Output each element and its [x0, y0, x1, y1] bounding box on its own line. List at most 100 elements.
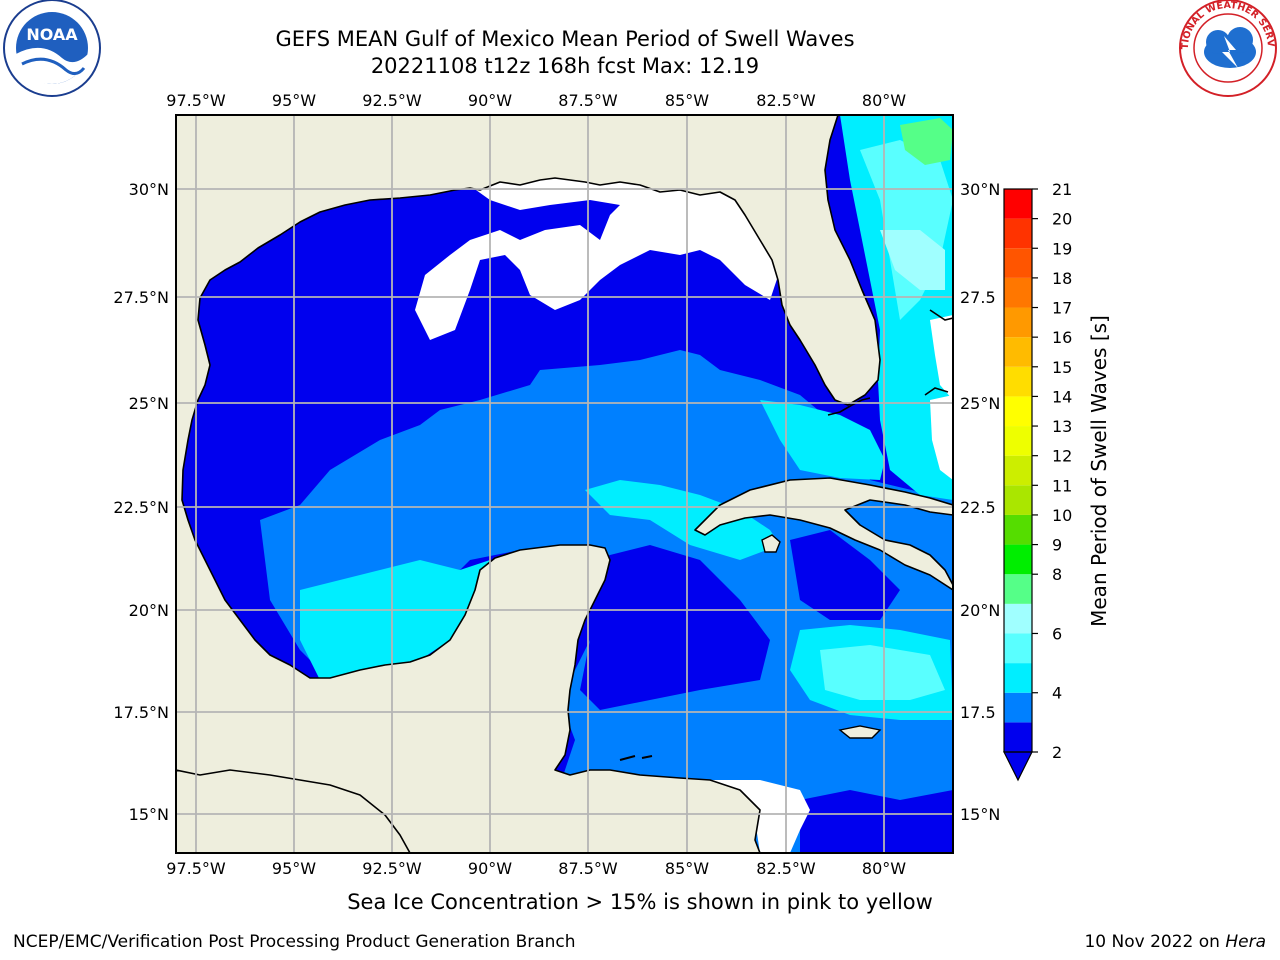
colorbar-segment — [1004, 514, 1032, 545]
colorbar-tick-label: 16 — [1052, 328, 1072, 347]
contour-band-4-6s-florida-straits — [760, 400, 885, 480]
nws-logo-lightning-icon — [1222, 36, 1238, 68]
colorbar-extend-min — [1003, 751, 1033, 782]
x-tick-bottom: 92.5°W — [362, 859, 422, 878]
y-axis-left: 30°N 27.5°N 25°N 22.5°N 20°N 17.5°N 15°N — [113, 180, 169, 824]
contour-band-4-6s-campeche — [300, 560, 490, 680]
land-florida-keys — [827, 397, 871, 416]
y-tick-left: 30°N — [129, 180, 169, 199]
y-tick-left: 25°N — [129, 394, 169, 413]
x-tick-top: 95°W — [272, 91, 316, 110]
date-text: 10 Nov 2022 on — [1084, 932, 1226, 952]
y-axis-right: 30°N 27.5 25°N 22.5 20°N 17.5 15°N — [960, 180, 1000, 824]
x-tick-top: 97.5°W — [166, 91, 226, 110]
land-bahamas-coast — [924, 309, 953, 396]
map-panel — [176, 115, 953, 853]
colorbar-label: Mean Period of Swell Waves [s] — [1087, 315, 1111, 627]
colorbar-tick-label: 20 — [1052, 210, 1072, 229]
colorbar-segment — [1004, 692, 1032, 723]
undefined-region-northern-shelf — [415, 175, 780, 340]
colorbar-tick-label: 9 — [1052, 536, 1062, 555]
land-jamaica — [838, 725, 882, 739]
sea-ice-note: Sea Ice Concentration > 15% is shown in … — [347, 890, 933, 914]
x-tick-top: 92.5°W — [362, 91, 422, 110]
colorbar-segment — [1004, 633, 1032, 664]
colorbar-segment — [1004, 307, 1032, 338]
colorbar-segment — [1004, 366, 1032, 397]
x-tick-bottom: 87.5°W — [558, 859, 618, 878]
x-axis-bottom: 97.5°W 95°W 92.5°W 90°W 87.5°W 85°W 82.5… — [166, 859, 906, 878]
y-tick-left: 15°N — [129, 805, 169, 824]
land-cuba — [694, 477, 953, 591]
credit-text: NCEP/EMC/Verification Post Processing Pr… — [13, 932, 576, 952]
y-tick-left: 27.5°N — [113, 288, 169, 307]
colorbar-segment — [1004, 722, 1032, 752]
colorbar-tick-label: 18 — [1052, 269, 1072, 288]
land-isle-of-youth — [761, 534, 781, 553]
colorbar-segment — [1004, 218, 1032, 249]
y-tick-left: 20°N — [129, 601, 169, 620]
date-host: Hera — [1225, 932, 1266, 952]
nws-logo-cloud-puff — [1227, 27, 1253, 53]
map-frame — [175, 114, 954, 854]
colorbar-tick-label: 21 — [1052, 180, 1072, 199]
colorbar-segment — [1004, 455, 1032, 486]
y-tick-right: 17.5 — [960, 703, 996, 722]
colorbar-segment — [1004, 396, 1032, 427]
colorbar-segment — [1004, 544, 1032, 575]
contour-band-2-3s-caribbean — [580, 545, 770, 710]
x-tick-top: 87.5°W — [558, 91, 618, 110]
x-tick-bottom: 85°W — [665, 859, 709, 878]
land-bay-islands — [619, 755, 653, 761]
x-axis-top: 97.5°W 95°W 92.5°W 90°W 87.5°W 85°W 82.5… — [166, 91, 906, 110]
colorbar-segment — [1004, 485, 1032, 515]
y-tick-left: 22.5°N — [113, 498, 169, 517]
colorbar-segment — [1004, 248, 1032, 278]
x-tick-top: 85°W — [665, 91, 709, 110]
chart-title: GEFS MEAN Gulf of Mexico Mean Period of … — [275, 27, 855, 51]
nws-logo: NATIONAL WEATHER SERVICE — [1179, 0, 1277, 97]
noaa-logo-wave-icon — [21, 57, 86, 75]
colorbar-tick-label: 14 — [1052, 387, 1072, 406]
colorbar-tick-label: 10 — [1052, 506, 1072, 525]
x-tick-top: 90°W — [468, 91, 512, 110]
colorbar-tick-label: 12 — [1052, 447, 1072, 466]
colorbar-segment — [1004, 663, 1032, 693]
noaa-logo: NOAA — [3, 0, 101, 97]
x-tick-top: 80°W — [862, 91, 906, 110]
x-tick-top: 82.5°W — [756, 91, 816, 110]
colorbar-tick-label: 4 — [1052, 684, 1062, 703]
colorbar: 2 4 6 8 9 10 11 12 13 14 15 16 17 18 19 20 21 — [1003, 180, 1072, 782]
y-tick-left: 17.5°N — [113, 703, 169, 722]
colorbar-segment — [1004, 337, 1032, 367]
x-tick-bottom: 95°W — [272, 859, 316, 878]
y-tick-right: 22.5 — [960, 498, 996, 517]
x-tick-bottom: 90°W — [468, 859, 512, 878]
noaa-logo-bird-icon — [16, 47, 88, 84]
contour-band-2-3s-se — [800, 790, 953, 853]
colorbar-tick-label: 17 — [1052, 299, 1072, 318]
contour-band-6-8s-caribbean — [820, 645, 945, 700]
x-tick-bottom: 82.5°W — [756, 859, 816, 878]
colorbar-tick-label: 11 — [1052, 476, 1072, 495]
colorbar-tick-label: 6 — [1052, 624, 1062, 643]
y-tick-right: 25°N — [960, 394, 1000, 413]
colorbar-segment — [1004, 603, 1032, 634]
colorbar-segment — [1004, 277, 1032, 308]
chart-subtitle: 20221108 t12z 168h fcst Max: 12.19 — [370, 54, 760, 78]
gridlines — [176, 115, 953, 853]
colorbar-segment — [1004, 426, 1032, 456]
colorbar-tick-label: 2 — [1052, 743, 1062, 762]
colorbar-segment — [1004, 574, 1032, 604]
undefined-region-bahamas — [930, 395, 953, 480]
colorbar-tick-label: 15 — [1052, 358, 1072, 377]
colorbar-segment — [1004, 189, 1032, 219]
noaa-logo-text: NOAA — [26, 25, 78, 44]
x-tick-bottom: 80°W — [862, 859, 906, 878]
y-tick-right: 30°N — [960, 180, 1000, 199]
colorbar-tick-label: 8 — [1052, 565, 1062, 584]
contour-band-4-6s-yucatan — [585, 480, 780, 560]
y-tick-right: 20°N — [960, 601, 1000, 620]
contour-band-8-9s-atlantic — [880, 230, 945, 290]
